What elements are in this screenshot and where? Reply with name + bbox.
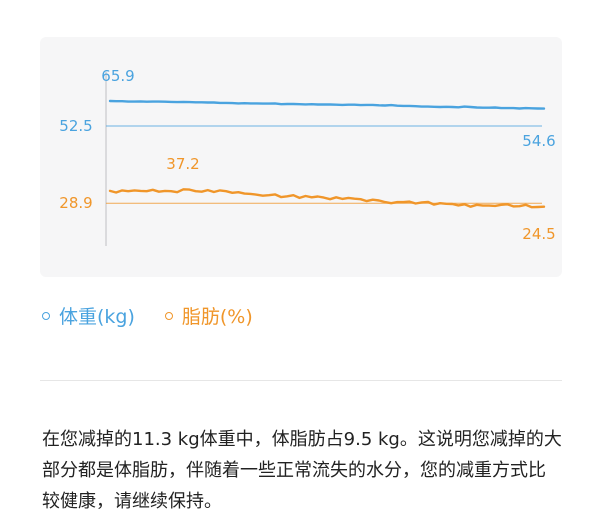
end-value-label-fat: 24.5 (522, 225, 555, 243)
reference-label-fat: 28.9 (59, 194, 92, 212)
legend-item-weight: 体重(kg) (42, 302, 135, 329)
legend-label-fat: 脂肪(%) (181, 306, 253, 328)
end-value-label-weight: 54.6 (522, 132, 555, 150)
series-line-weight (108, 99, 546, 110)
section-divider (40, 380, 562, 381)
reference-label-weight: 52.5 (59, 117, 92, 135)
series-line-fat (108, 188, 546, 209)
legend-circle-icon (164, 311, 173, 320)
chart-legend: 体重(kg) 脂肪(%) (42, 302, 283, 329)
legend-item-fat: 脂肪(%) (164, 302, 253, 329)
legend-circle-icon (42, 311, 50, 320)
chart-card: 52.5 65.9 54.6 28.9 37.2 24.5 (40, 37, 562, 277)
start-value-label-fat: 37.2 (166, 155, 199, 173)
legend-label-weight: 体重(kg) (59, 306, 135, 328)
weight-loss-summary: 在您减掉的11.3 kg体重中，体脂肪占9.5 kg。这说明您减掉的大部分都是体… (42, 429, 562, 512)
trend-chart: 52.5 65.9 54.6 28.9 37.2 24.5 (59, 67, 556, 246)
start-value-label-weight: 65.9 (101, 67, 134, 85)
